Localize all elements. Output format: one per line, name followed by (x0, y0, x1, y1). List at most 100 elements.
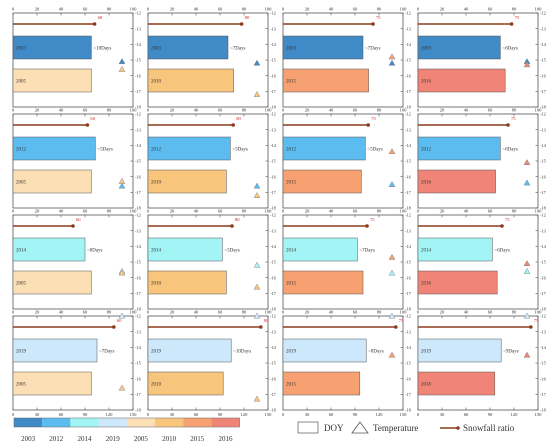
bottom-tick-label: 0 (147, 412, 150, 417)
bottom-tick-label: 60 (464, 412, 469, 417)
top-tick-label: 60 (218, 7, 223, 12)
bar-year-label: 2015 (286, 181, 297, 186)
temperature-marker (253, 91, 261, 97)
right-tick-label: -18 (405, 408, 412, 413)
snowfall-ratio-point (506, 123, 510, 127)
legend-ratio-point (456, 426, 460, 430)
top-tick-label: 40 (329, 108, 334, 113)
days-difference-label: ~5Days (232, 148, 248, 153)
panel-frame (417, 12, 539, 108)
snowfall-ratio-label: 75 (505, 217, 510, 222)
snowfall-ratio-label: 60 (117, 318, 122, 323)
panel-frame (417, 315, 539, 411)
doy-bar-bottom (282, 169, 362, 194)
doy-bar-top (282, 237, 358, 262)
bottom-tick-label: 120 (511, 412, 519, 417)
doy-bar-top (147, 35, 229, 60)
bar-year-label: 2010 (151, 80, 162, 85)
snowfall-ratio-point (529, 325, 533, 329)
top-tick-label: 60 (218, 108, 223, 113)
right-tick-label: -15 (405, 159, 412, 164)
right-tick-label: -15 (135, 260, 142, 265)
legend-scale-frame (13, 417, 240, 428)
right-tick-label: -13 (270, 228, 277, 233)
right-tick-label: -17 (135, 190, 142, 195)
top-tick-label: 100 (265, 7, 273, 12)
top-tick-label: 0 (12, 7, 15, 12)
right-tick-label: -13 (540, 26, 547, 31)
snowfall-ratio-point (500, 224, 504, 228)
right-tick-label: -12 (135, 314, 141, 319)
temperature-marker (388, 253, 396, 260)
bar-year-label: 2003 (16, 47, 27, 52)
top-tick-label: 100 (535, 7, 543, 12)
bar-year-label: 2014 (421, 249, 432, 254)
right-tick-label: -17 (540, 190, 547, 195)
bar-year-label: 2010 (151, 282, 162, 287)
bar-year-label: 2005 (16, 80, 27, 85)
top-tick-label: 40 (194, 209, 199, 214)
right-tick-label: -13 (270, 26, 277, 31)
temperature-marker (253, 312, 261, 319)
right-tick-label: -15 (135, 361, 142, 366)
right-tick-label: -17 (540, 392, 547, 397)
top-tick-label: 0 (147, 7, 150, 12)
doy-bar-bottom (147, 169, 227, 194)
snowfall-ratio-point (239, 22, 244, 26)
top-tick-label: 80 (512, 310, 517, 315)
days-difference-label: ~8Days (87, 249, 103, 254)
right-tick-label: -14 (270, 143, 277, 148)
right-tick-label: -16 (135, 376, 142, 381)
doy-bar-top (12, 35, 92, 60)
right-tick-label: -12 (270, 11, 276, 16)
right-tick-label: -14 (540, 143, 547, 148)
right-tick-label: -14 (405, 143, 412, 148)
bar-year-label: 2005 (16, 383, 27, 388)
right-tick-label: -14 (270, 42, 277, 47)
snowfall-ratio-point (92, 22, 97, 26)
doy-bar-top (417, 338, 502, 363)
bar-year-label: 2003 (421, 47, 432, 52)
top-tick-label: 80 (242, 310, 247, 315)
top-tick-label: 60 (488, 7, 493, 12)
top-tick-label: 40 (464, 108, 469, 113)
panel-frame (282, 315, 404, 411)
doy-bar-top (282, 35, 364, 60)
right-tick-label: -12 (135, 11, 141, 16)
right-tick-label: -18 (405, 307, 412, 312)
doy-bar-bottom (417, 371, 496, 396)
top-tick-label: 0 (417, 108, 420, 113)
snowfall-ratio-point (366, 123, 371, 127)
top-tick-label: 80 (512, 7, 517, 12)
bar-year-label: 2015 (286, 282, 297, 287)
panel-frame (417, 214, 539, 310)
top-tick-label: 100 (535, 310, 543, 315)
bar-year-label: 2016 (421, 181, 432, 186)
right-tick-label: -16 (540, 73, 547, 78)
temperature-marker (118, 312, 126, 319)
right-tick-label: -13 (405, 228, 412, 233)
right-tick-label: -17 (540, 291, 547, 296)
top-tick-label: 20 (35, 7, 40, 12)
right-tick-label: -14 (405, 345, 412, 350)
bar-year-label: 2012 (151, 148, 162, 153)
bottom-tick-label: 150 (400, 412, 408, 417)
legend-year-label: 2015 (190, 435, 205, 443)
bottom-tick-label: 60 (194, 412, 199, 417)
legend-scale-tick: 90 (91, 429, 95, 434)
bottom-tick-label: 30 (170, 412, 175, 417)
doy-bar-bottom (282, 68, 369, 93)
right-tick-label: -16 (405, 174, 412, 179)
top-tick-label: 40 (194, 7, 199, 12)
bar-year-label: 2005 (16, 181, 27, 186)
bottom-tick-label: 120 (376, 412, 384, 417)
top-tick-label: 20 (440, 7, 445, 12)
right-tick-label: -15 (540, 260, 547, 265)
doy-bar-top (282, 338, 367, 363)
top-tick-label: 20 (35, 209, 40, 214)
bottom-tick-label: 60 (59, 412, 64, 417)
temperature-marker (388, 53, 396, 60)
panel-frame (147, 315, 269, 411)
right-tick-label: -14 (540, 345, 547, 350)
doy-bar-top (147, 237, 223, 262)
